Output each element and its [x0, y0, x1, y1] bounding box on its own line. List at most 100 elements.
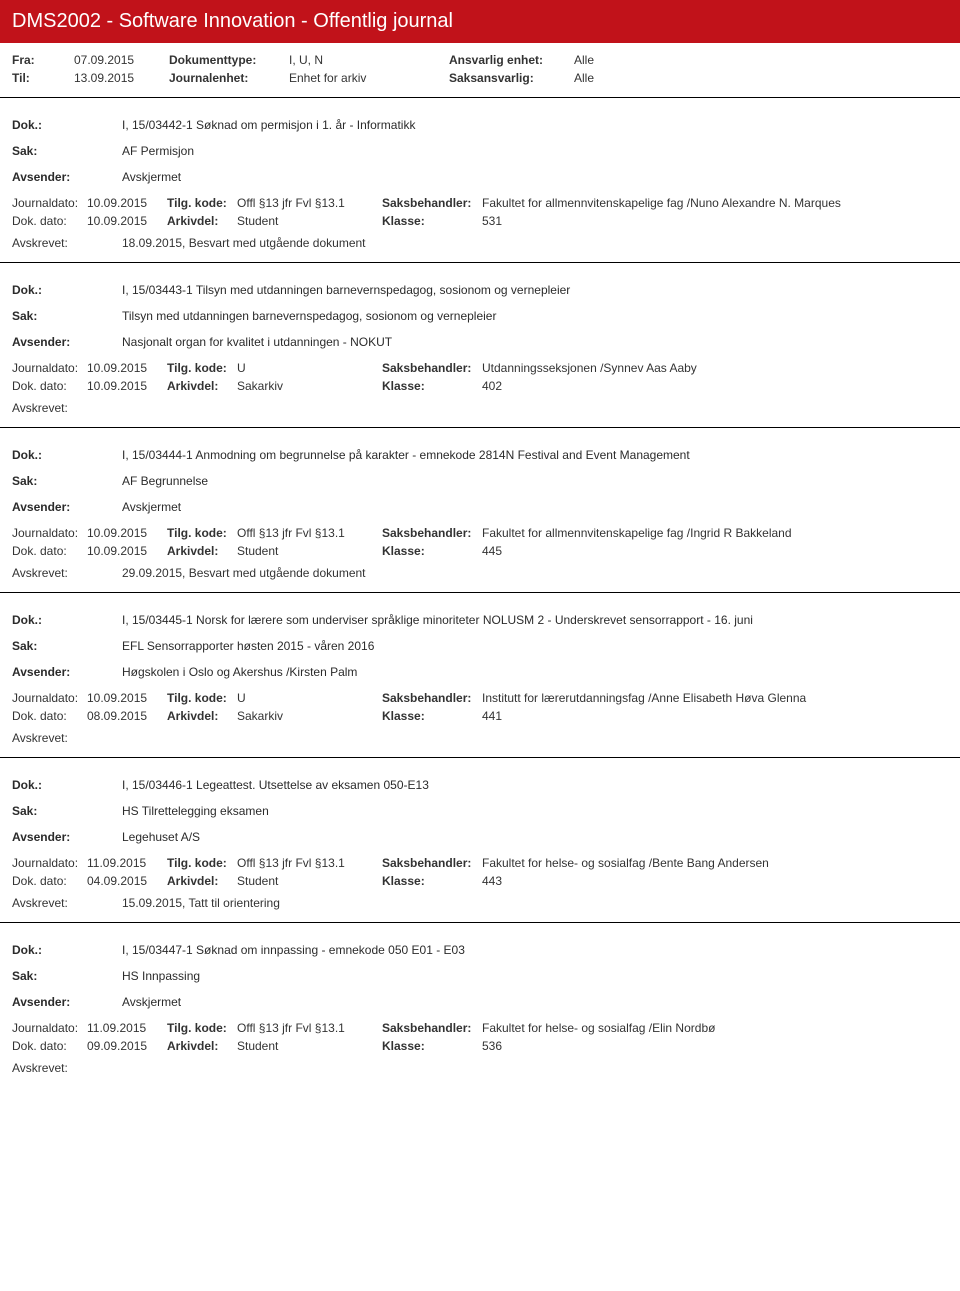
- meta-saks-label: Saksansvarlig:: [449, 71, 574, 85]
- arkivdel-value: Student: [237, 1039, 382, 1053]
- arkivdel-value: Sakarkiv: [237, 379, 382, 393]
- sak-label: Sak:: [12, 969, 122, 983]
- arkivdel-label: Arkivdel:: [167, 544, 237, 558]
- saksbeh-label: Saksbehandler:: [382, 691, 482, 705]
- sak-value: Tilsyn med utdanningen barnevernspedagog…: [122, 309, 948, 323]
- dok-value: I, 15/03447-1 Søknad om innpassing - emn…: [122, 943, 948, 957]
- sak-value: EFL Sensorrapporter høsten 2015 - våren …: [122, 639, 948, 653]
- journaldato-value: 10.09.2015: [87, 691, 167, 705]
- meta-fra: 07.09.2015: [74, 53, 169, 67]
- tilg-value: Offl §13 jfr Fvl §13.1: [237, 1021, 382, 1035]
- journaldato-value: 10.09.2015: [87, 526, 167, 540]
- avsender-value: Nasjonalt organ for kvalitet i utdanning…: [122, 335, 948, 349]
- saksbeh-value: Fakultet for helse- og sosialfag /Elin N…: [482, 1021, 948, 1035]
- arkivdel-value: Student: [237, 214, 382, 228]
- klasse-value: 402: [482, 379, 542, 393]
- journal-entry: Dok.:I, 15/03446-1 Legeattest. Utsettels…: [0, 757, 960, 922]
- journaldato-value: 10.09.2015: [87, 361, 167, 375]
- dokdato-value: 10.09.2015: [87, 544, 167, 558]
- klasse-label: Klasse:: [382, 379, 482, 393]
- saksbeh-label: Saksbehandler:: [382, 856, 482, 870]
- dok-label: Dok.:: [12, 943, 122, 957]
- tilg-value: Offl §13 jfr Fvl §13.1: [237, 526, 382, 540]
- journaldato-label: Journaldato:: [12, 856, 87, 870]
- avskrevet-label: Avskrevet:: [12, 566, 122, 580]
- klasse-value: 536: [482, 1039, 542, 1053]
- tilg-value: U: [237, 361, 382, 375]
- journal-entry: Dok.:I, 15/03444-1 Anmodning om begrunne…: [0, 427, 960, 592]
- dok-value: I, 15/03444-1 Anmodning om begrunnelse p…: [122, 448, 948, 462]
- avsender-label: Avsender:: [12, 995, 122, 1009]
- journal-entry: Dok.:I, 15/03447-1 Søknad om innpassing …: [0, 922, 960, 1087]
- dok-label: Dok.:: [12, 613, 122, 627]
- klasse-label: Klasse:: [382, 1039, 482, 1053]
- avsender-label: Avsender:: [12, 665, 122, 679]
- dokdato-value: 08.09.2015: [87, 709, 167, 723]
- dok-value: I, 15/03445-1 Norsk for lærere som under…: [122, 613, 948, 627]
- tilg-label: Tilg. kode:: [167, 856, 237, 870]
- dokdato-label: Dok. dato:: [12, 874, 87, 888]
- arkivdel-label: Arkivdel:: [167, 214, 237, 228]
- avskrevet-label: Avskrevet:: [12, 236, 122, 250]
- tilg-label: Tilg. kode:: [167, 691, 237, 705]
- journaldato-label: Journaldato:: [12, 526, 87, 540]
- meta-doktype: I, U, N: [289, 53, 449, 67]
- tilg-value: U: [237, 691, 382, 705]
- tilg-value: Offl §13 jfr Fvl §13.1: [237, 856, 382, 870]
- avsender-value: Høgskolen i Oslo og Akershus /Kirsten Pa…: [122, 665, 948, 679]
- saksbeh-value: Fakultet for allmennvitenskapelige fag /…: [482, 196, 948, 210]
- dok-label: Dok.:: [12, 118, 122, 132]
- dokdato-label: Dok. dato:: [12, 379, 87, 393]
- arkivdel-value: Sakarkiv: [237, 709, 382, 723]
- avskrevet-value: 18.09.2015, Besvart med utgående dokumen…: [122, 236, 948, 250]
- saksbeh-value: Fakultet for allmennvitenskapelige fag /…: [482, 526, 948, 540]
- saksbeh-label: Saksbehandler:: [382, 361, 482, 375]
- arkivdel-label: Arkivdel:: [167, 709, 237, 723]
- sak-label: Sak:: [12, 639, 122, 653]
- avskrevet-label: Avskrevet:: [12, 896, 122, 910]
- dok-label: Dok.:: [12, 778, 122, 792]
- dokdato-value: 10.09.2015: [87, 214, 167, 228]
- meta-block: Fra: 07.09.2015 Dokumenttype: I, U, N An…: [0, 43, 960, 98]
- dokdato-label: Dok. dato:: [12, 709, 87, 723]
- journal-entry: Dok.:I, 15/03445-1 Norsk for lærere som …: [0, 592, 960, 757]
- arkivdel-value: Student: [237, 544, 382, 558]
- sak-label: Sak:: [12, 144, 122, 158]
- dok-label: Dok.:: [12, 283, 122, 297]
- klasse-value: 445: [482, 544, 542, 558]
- sak-value: AF Begrunnelse: [122, 474, 948, 488]
- journal-entry: Dok.:I, 15/03442-1 Søknad om permisjon i…: [0, 98, 960, 262]
- tilg-label: Tilg. kode:: [167, 196, 237, 210]
- sak-value: AF Permisjon: [122, 144, 948, 158]
- journaldato-label: Journaldato:: [12, 691, 87, 705]
- sak-label: Sak:: [12, 309, 122, 323]
- arkivdel-label: Arkivdel:: [167, 874, 237, 888]
- meta-ansvarlig-label: Ansvarlig enhet:: [449, 53, 574, 67]
- avskrevet-label: Avskrevet:: [12, 731, 122, 745]
- meta-til: 13.09.2015: [74, 71, 169, 85]
- avsender-label: Avsender:: [12, 170, 122, 184]
- avskrevet-value: 29.09.2015, Besvart med utgående dokumen…: [122, 566, 948, 580]
- journaldato-label: Journaldato:: [12, 1021, 87, 1035]
- meta-doktype-label: Dokumenttype:: [169, 53, 289, 67]
- avsender-label: Avsender:: [12, 500, 122, 514]
- dokdato-label: Dok. dato:: [12, 1039, 87, 1053]
- page-title: DMS2002 - Software Innovation - Offentli…: [12, 10, 453, 32]
- dokdato-value: 09.09.2015: [87, 1039, 167, 1053]
- klasse-value: 443: [482, 874, 542, 888]
- dok-value: I, 15/03442-1 Søknad om permisjon i 1. å…: [122, 118, 948, 132]
- sak-value: HS Innpassing: [122, 969, 948, 983]
- tilg-label: Tilg. kode:: [167, 361, 237, 375]
- avskrevet-label: Avskrevet:: [12, 1061, 122, 1075]
- dok-value: I, 15/03446-1 Legeattest. Utsettelse av …: [122, 778, 948, 792]
- meta-journalenhet: Enhet for arkiv: [289, 71, 449, 85]
- klasse-value: 441: [482, 709, 542, 723]
- klasse-label: Klasse:: [382, 544, 482, 558]
- entries-container: Dok.:I, 15/03442-1 Søknad om permisjon i…: [0, 98, 960, 1087]
- journaldato-label: Journaldato:: [12, 361, 87, 375]
- avskrevet-value: [122, 731, 948, 745]
- dokdato-value: 10.09.2015: [87, 379, 167, 393]
- sak-label: Sak:: [12, 804, 122, 818]
- arkivdel-value: Student: [237, 874, 382, 888]
- tilg-value: Offl §13 jfr Fvl §13.1: [237, 196, 382, 210]
